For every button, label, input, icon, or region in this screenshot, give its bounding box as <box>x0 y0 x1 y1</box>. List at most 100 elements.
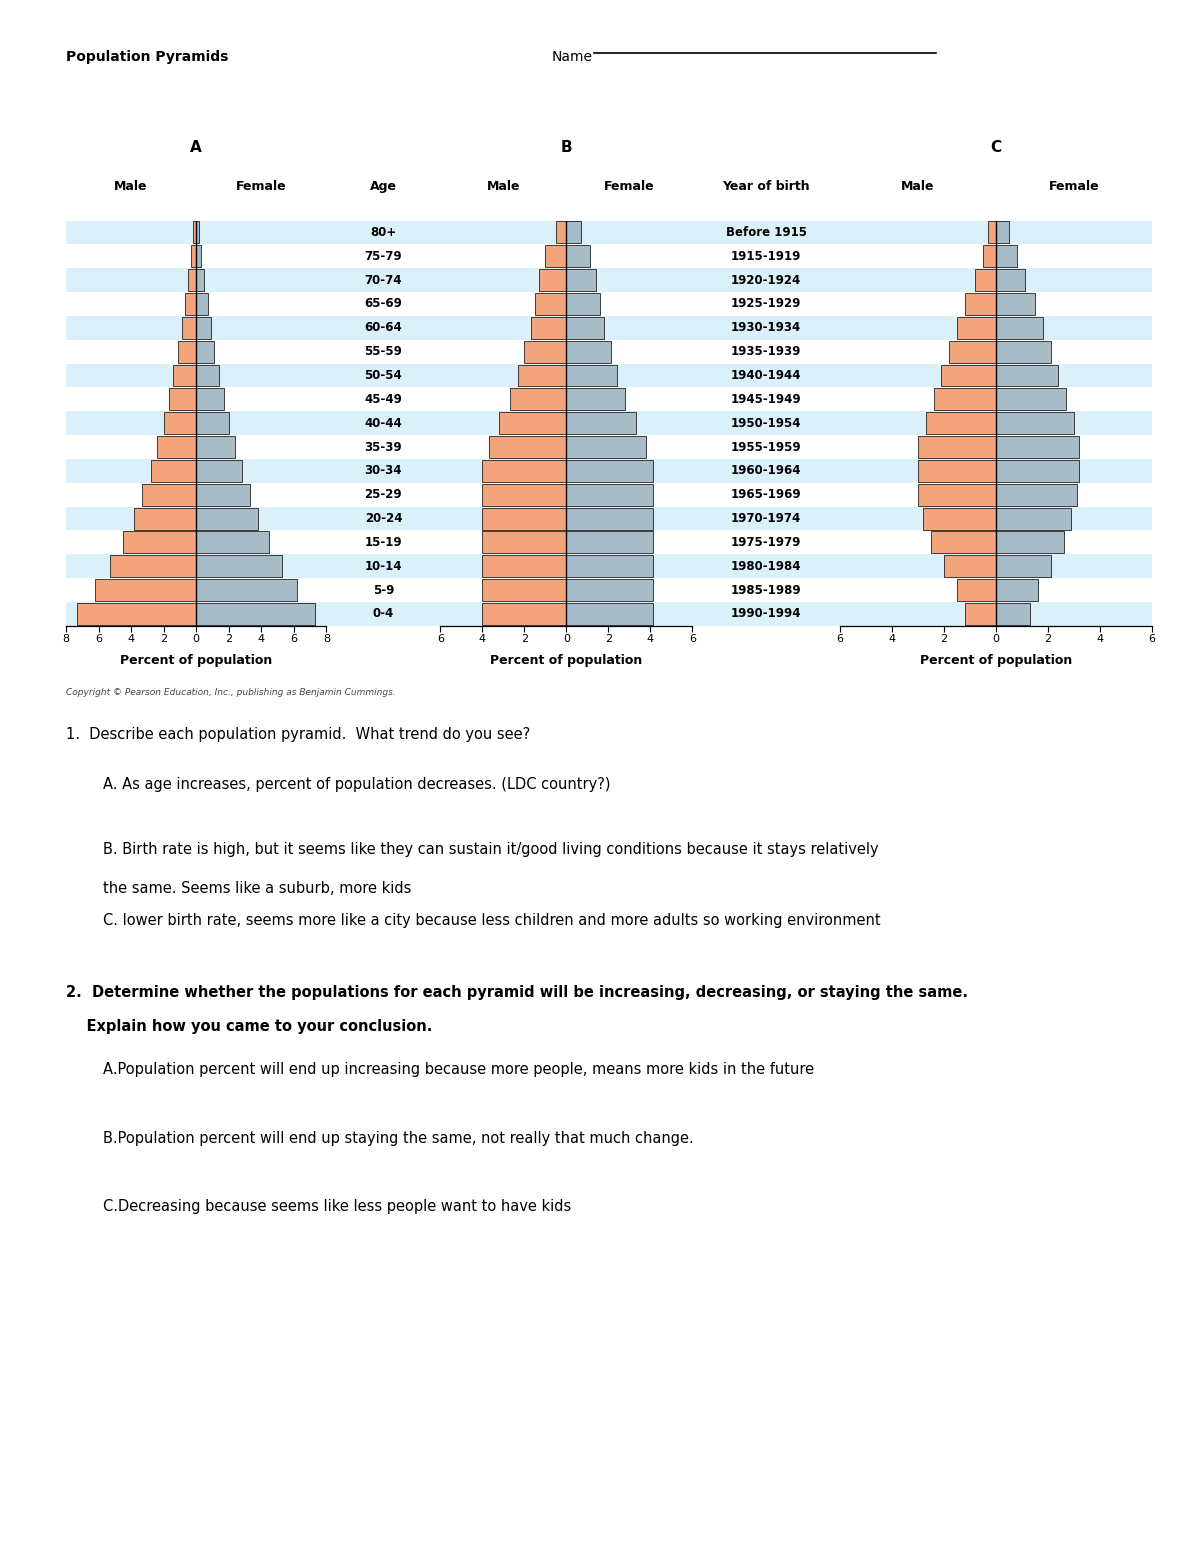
Bar <box>692 412 840 435</box>
Bar <box>66 340 326 363</box>
Text: 1970-1974: 1970-1974 <box>731 512 802 525</box>
Bar <box>440 435 692 460</box>
Bar <box>66 244 326 269</box>
Text: Before 1915: Before 1915 <box>726 225 806 239</box>
Bar <box>942 365 996 387</box>
Bar <box>692 506 840 531</box>
Bar <box>440 578 692 603</box>
Bar <box>440 315 692 340</box>
Bar <box>482 483 566 506</box>
Bar <box>840 435 1152 460</box>
Bar <box>197 388 224 410</box>
Text: Name: Name <box>552 50 593 64</box>
Bar <box>566 317 604 339</box>
Bar <box>918 460 996 481</box>
Bar <box>197 579 298 601</box>
Bar <box>840 221 1152 244</box>
Bar <box>566 436 646 458</box>
Bar <box>996 460 1079 481</box>
Text: Female: Female <box>604 180 655 193</box>
Text: 1950-1954: 1950-1954 <box>731 416 802 430</box>
Bar <box>566 388 625 410</box>
Bar <box>440 603 692 626</box>
Bar <box>326 412 440 435</box>
Bar <box>996 483 1076 506</box>
Text: 0-4: 0-4 <box>373 607 394 621</box>
Bar <box>151 460 197 481</box>
Bar <box>566 531 653 553</box>
Bar <box>197 412 229 435</box>
Text: A.Population percent will end up increasing because more people, means more kids: A.Population percent will end up increas… <box>66 1062 814 1078</box>
Text: 45-49: 45-49 <box>365 393 402 405</box>
Bar <box>692 315 840 340</box>
Bar <box>66 554 326 578</box>
Bar <box>840 244 1152 269</box>
Bar <box>692 340 840 363</box>
Text: 50-54: 50-54 <box>365 370 402 382</box>
Bar <box>326 269 440 292</box>
Text: Female: Female <box>236 180 287 193</box>
Bar <box>66 387 326 412</box>
Bar <box>440 221 692 244</box>
Text: 1935-1939: 1935-1939 <box>731 345 802 359</box>
Bar <box>174 365 197 387</box>
Bar <box>918 436 996 458</box>
Text: 1.  Describe each population pyramid.  What trend do you see?: 1. Describe each population pyramid. Wha… <box>66 727 530 742</box>
Text: 1965-1969: 1965-1969 <box>731 488 802 502</box>
Bar <box>326 221 440 244</box>
Text: C. lower birth rate, seems more like a city because less children and more adult: C. lower birth rate, seems more like a c… <box>66 913 881 929</box>
Bar <box>692 269 840 292</box>
Bar <box>692 363 840 387</box>
Text: the same. Seems like a suburb, more kids: the same. Seems like a suburb, more kids <box>66 881 412 896</box>
Text: 35-39: 35-39 <box>365 441 402 453</box>
Text: 2.  Determine whether the populations for each pyramid will be increasing, decre: 2. Determine whether the populations for… <box>66 985 968 1000</box>
Bar <box>482 460 566 481</box>
Text: 30-34: 30-34 <box>365 464 402 477</box>
Bar <box>185 294 197 315</box>
Bar <box>530 317 566 339</box>
Bar <box>326 292 440 315</box>
Bar <box>840 483 1152 506</box>
Bar <box>188 269 197 290</box>
Text: 75-79: 75-79 <box>365 250 402 262</box>
Bar <box>840 603 1152 626</box>
Bar <box>95 579 197 601</box>
Bar <box>524 340 566 363</box>
Bar <box>440 244 692 269</box>
Bar <box>440 483 692 506</box>
Bar <box>566 603 653 624</box>
Bar <box>840 506 1152 531</box>
Bar <box>692 221 840 244</box>
Bar <box>996 245 1016 267</box>
Bar <box>926 412 996 435</box>
Text: 1920-1924: 1920-1924 <box>731 273 802 287</box>
Bar <box>326 483 440 506</box>
Bar <box>996 294 1034 315</box>
Bar <box>692 292 840 315</box>
Bar <box>566 269 595 290</box>
Bar <box>197 317 211 339</box>
Text: 5-9: 5-9 <box>373 584 394 596</box>
Bar <box>163 412 197 435</box>
Text: Percent of population: Percent of population <box>120 654 272 666</box>
Text: 1955-1959: 1955-1959 <box>731 441 802 453</box>
Bar <box>197 483 250 506</box>
Bar <box>157 436 197 458</box>
Bar <box>840 340 1152 363</box>
Bar <box>692 483 840 506</box>
Text: 1915-1919: 1915-1919 <box>731 250 802 262</box>
Bar <box>66 578 326 603</box>
Bar <box>488 436 566 458</box>
Text: Male: Male <box>114 180 148 193</box>
Bar <box>197 508 258 530</box>
Bar <box>66 363 326 387</box>
Bar <box>66 435 326 460</box>
Bar <box>326 603 440 626</box>
Bar <box>197 340 214 363</box>
Bar <box>840 315 1152 340</box>
Bar <box>66 460 326 483</box>
Text: Copyright © Pearson Education, Inc., publishing as Benjamin Cummings.: Copyright © Pearson Education, Inc., pub… <box>66 688 396 697</box>
Text: 1960-1964: 1960-1964 <box>731 464 802 477</box>
Bar <box>692 531 840 554</box>
Bar <box>66 603 326 626</box>
